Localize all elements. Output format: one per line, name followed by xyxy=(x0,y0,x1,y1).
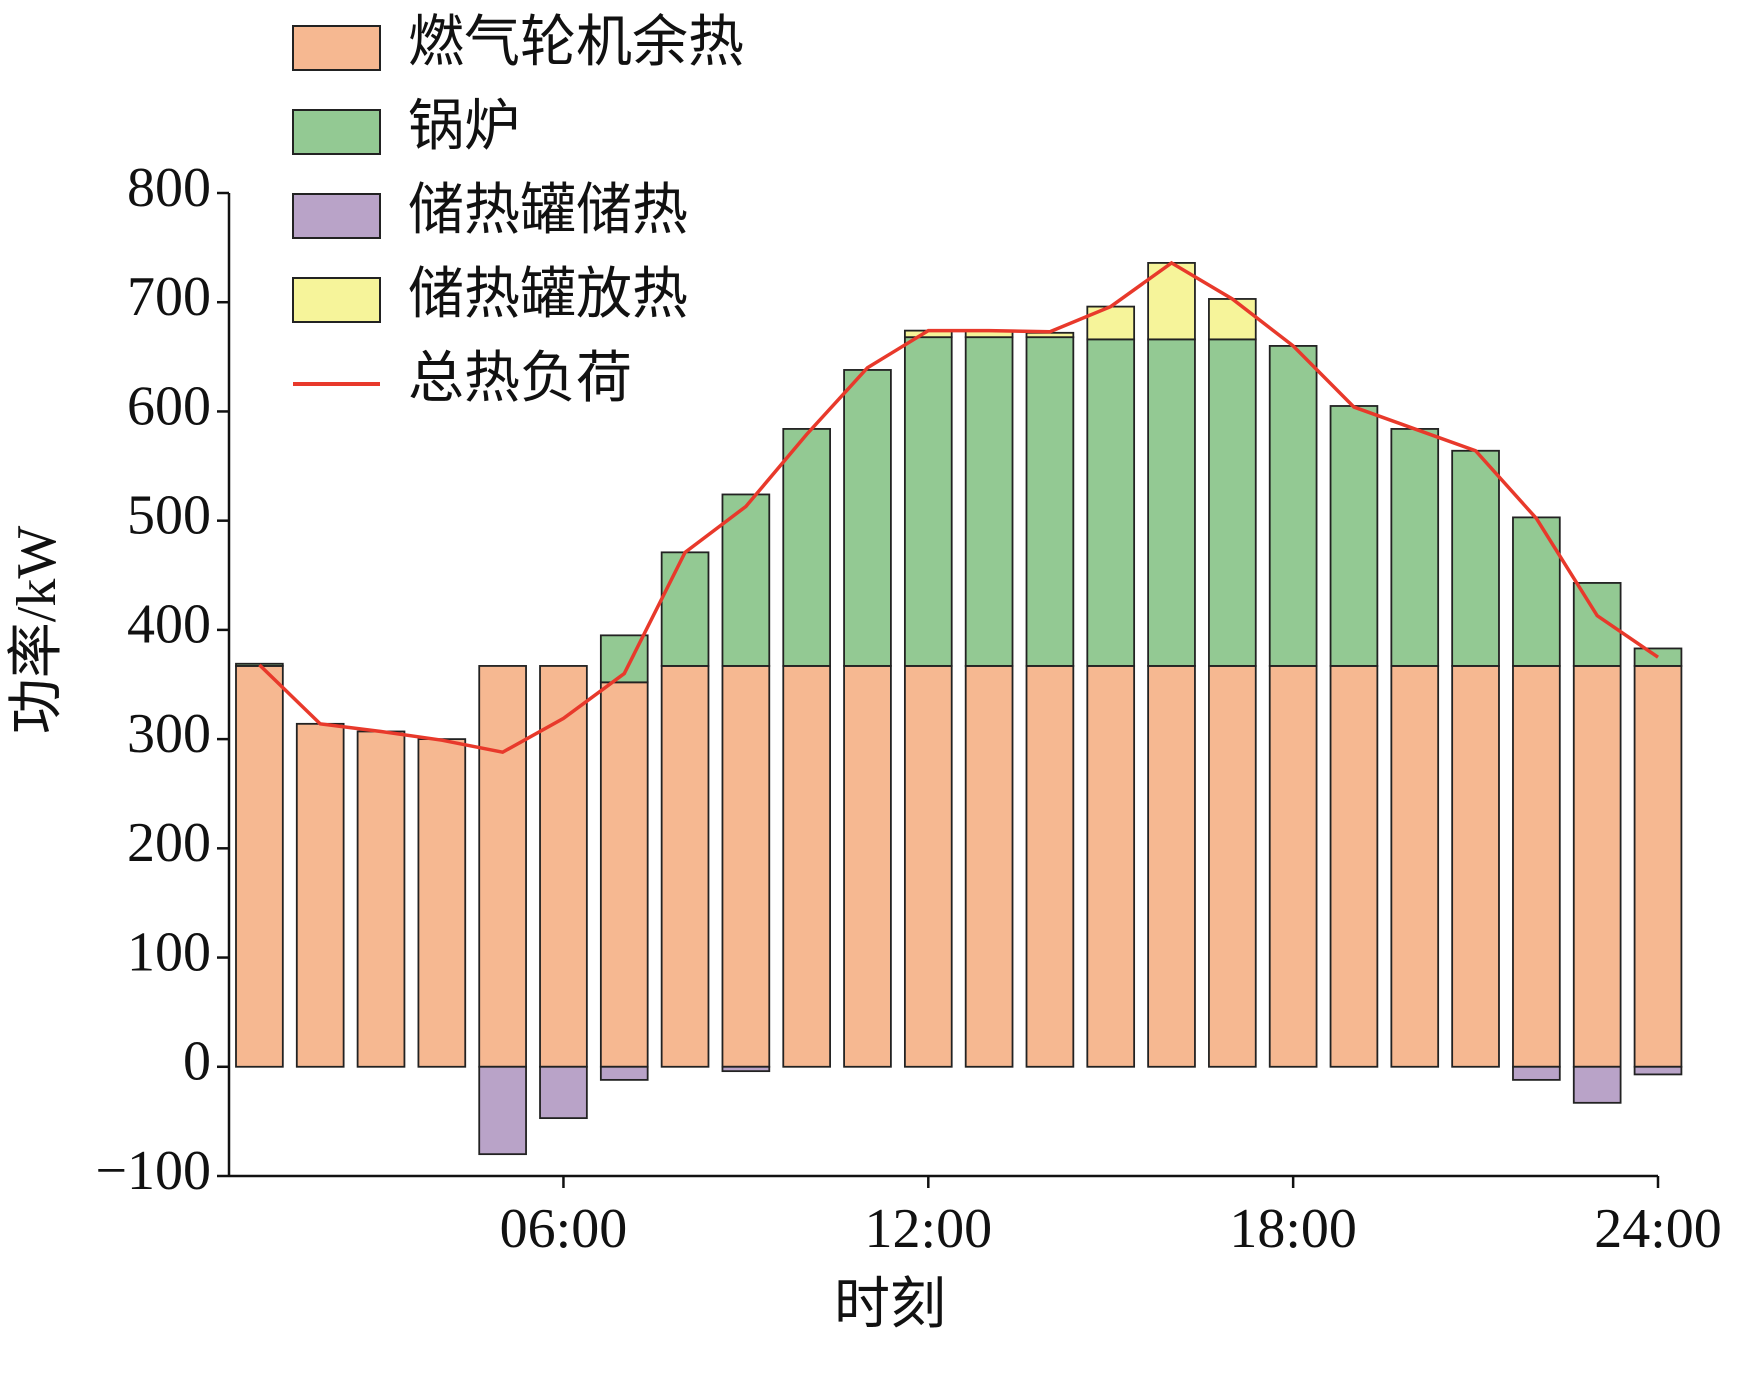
bar xyxy=(417,738,467,1068)
bar xyxy=(1329,405,1379,667)
bar xyxy=(1208,338,1257,667)
bar xyxy=(1390,428,1440,667)
bar xyxy=(1147,665,1196,1068)
y-tick-label: 200 xyxy=(127,812,211,874)
bar xyxy=(1451,449,1500,667)
bar xyxy=(1572,1065,1622,1104)
bar xyxy=(295,722,345,1068)
x-axis-label: 时刻 xyxy=(834,1274,946,1336)
bar xyxy=(1572,665,1622,1068)
y-tick-label: 700 xyxy=(127,266,211,328)
bar xyxy=(1025,336,1075,667)
bar xyxy=(903,665,953,1068)
x-tick-label: 12:00 xyxy=(865,1198,993,1260)
bar xyxy=(356,730,406,1068)
bar xyxy=(478,665,527,1068)
y-tick-label: 0 xyxy=(183,1031,211,1093)
bar xyxy=(1572,582,1622,667)
legend-label: 储热罐放热 xyxy=(408,264,688,326)
y-tick-label: −100 xyxy=(95,1140,211,1202)
y-tick-label: 100 xyxy=(127,921,211,983)
x-tick-label: 18:00 xyxy=(1229,1198,1357,1260)
bar xyxy=(843,369,892,667)
bar xyxy=(1086,338,1136,667)
bar xyxy=(1208,665,1257,1068)
bar xyxy=(539,1065,588,1120)
bar xyxy=(235,665,284,1068)
y-axis-label: 功率/kW xyxy=(6,526,68,735)
bar xyxy=(721,1065,771,1073)
bar xyxy=(599,1065,649,1081)
legend-label: 燃气轮机余热 xyxy=(408,12,744,74)
legend-label: 总热负荷 xyxy=(408,348,632,410)
bar xyxy=(1451,665,1500,1068)
x-tick-label: 24:00 xyxy=(1594,1198,1722,1260)
bar xyxy=(903,336,953,667)
bar xyxy=(782,665,831,1068)
bar xyxy=(964,336,1014,667)
bar xyxy=(1512,516,1561,667)
legend-swatch xyxy=(292,277,381,323)
bar xyxy=(721,493,771,667)
bar xyxy=(1268,345,1318,667)
bar xyxy=(660,665,710,1068)
legend-swatch xyxy=(292,193,381,239)
bar xyxy=(843,665,892,1068)
y-tick-label: 400 xyxy=(127,594,211,656)
bar xyxy=(660,551,710,667)
x-tick-label: 06:00 xyxy=(500,1198,628,1260)
legend-swatch xyxy=(292,109,381,155)
bar xyxy=(964,665,1014,1068)
bar xyxy=(478,1065,527,1156)
y-tick-label: 800 xyxy=(127,157,211,219)
bar xyxy=(721,665,771,1068)
legend-label: 锅炉 xyxy=(408,96,520,158)
bar xyxy=(1329,665,1379,1068)
y-tick-label: 500 xyxy=(127,485,211,547)
bar xyxy=(1208,298,1257,341)
bar xyxy=(1512,665,1561,1068)
line xyxy=(258,260,1659,755)
y-tick-label: 600 xyxy=(127,375,211,437)
bar xyxy=(1512,1065,1561,1081)
bar xyxy=(782,428,831,667)
legend-swatch xyxy=(292,25,381,71)
bar xyxy=(1086,665,1136,1068)
legend-label: 储热罐储热 xyxy=(408,180,688,242)
bar xyxy=(1633,665,1683,1068)
bar xyxy=(1390,665,1440,1068)
bar xyxy=(1268,665,1318,1068)
bar xyxy=(1147,338,1196,667)
y-tick-label: 300 xyxy=(127,703,211,765)
bar xyxy=(1633,1065,1683,1076)
bar xyxy=(1025,665,1075,1068)
bar xyxy=(599,681,649,1068)
